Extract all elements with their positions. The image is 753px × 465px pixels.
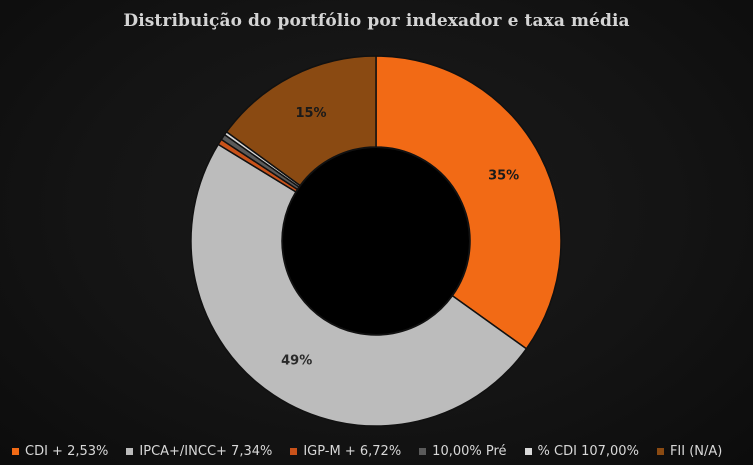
legend-item-cdi-107-00: % CDI 107,00% <box>524 444 639 459</box>
legend-item-igp-m-6-72: IGP-M + 6,72% <box>290 444 401 459</box>
legend-label: % CDI 107,00% <box>537 444 639 459</box>
chart-legend: CDI + 2,53% IPCA+/INCC+ 7,34% IGP-M + 6,72… <box>12 444 752 459</box>
legend-item-cdi-2-53: CDI + 2,53% <box>12 444 108 459</box>
legend-label: 10,00% Pré <box>432 444 507 459</box>
legend-label: CDI + 2,53% <box>25 444 109 459</box>
chart-title: Distribuição do portfólio por indexador … <box>123 11 630 31</box>
legend-label: IGP-M + 6,72% <box>303 444 402 459</box>
slice-label-ipca-incc-7-34: 49% <box>281 354 312 369</box>
donut-hole <box>283 148 469 334</box>
donut-chart: 35% 49% 15% <box>190 55 562 427</box>
legend-swatch <box>290 448 298 455</box>
slice-label-cdi-2-53: 35% <box>488 168 519 183</box>
legend-item-fii-n-a: FII (N/A) <box>656 444 723 459</box>
legend-swatch <box>12 448 19 455</box>
legend-swatch <box>419 448 427 455</box>
legend-swatch <box>126 448 134 455</box>
legend-label: IPCA+/INCC+ 7,34% <box>139 444 273 459</box>
legend-swatch <box>656 448 664 455</box>
legend-item-10-00-pr: 10,00% Pré <box>419 444 507 459</box>
slice-ipca-incc-7-34 <box>190 143 528 427</box>
slice-cdi-2-53 <box>375 55 562 350</box>
legend-swatch <box>524 448 532 455</box>
slice-label-fii-n-a: 15% <box>295 106 326 121</box>
legend-label: FII (N/A) <box>669 444 723 459</box>
slice-fii-n-a <box>225 55 377 187</box>
legend-item-ipca-incc-7-34: IPCA+/INCC+ 7,34% <box>126 444 272 459</box>
